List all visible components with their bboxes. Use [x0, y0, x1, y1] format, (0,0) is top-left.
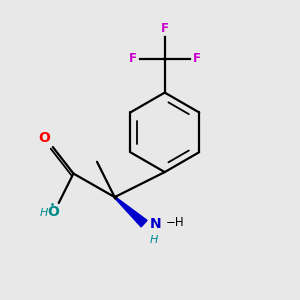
- Text: H: H: [149, 235, 158, 245]
- Text: −H: −H: [165, 216, 184, 229]
- Text: O: O: [47, 206, 59, 219]
- Text: F: F: [161, 22, 169, 35]
- Text: F: F: [129, 52, 137, 65]
- Polygon shape: [114, 197, 147, 227]
- Text: H: H: [40, 208, 48, 218]
- Text: O: O: [39, 131, 50, 145]
- Text: N: N: [149, 217, 161, 231]
- Text: F: F: [193, 52, 201, 65]
